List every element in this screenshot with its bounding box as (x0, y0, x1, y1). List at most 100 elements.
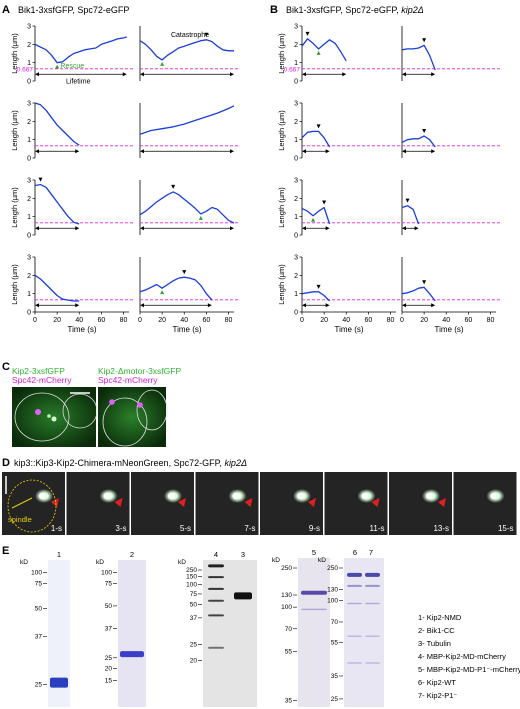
trace-line (301, 291, 331, 302)
frame-time-label: 7-s (244, 524, 255, 533)
red-arrowhead (178, 498, 186, 507)
y-tick-label: 3 (27, 24, 31, 31)
y-tick-label: 2 (294, 119, 298, 126)
marker-label: 35 (285, 697, 293, 704)
y-tick-label: 1 (27, 137, 31, 144)
marker-label: 15 (105, 677, 113, 684)
x-tick-label: 80 (487, 317, 495, 324)
gel-image (48, 560, 70, 707)
arrow-head (431, 303, 436, 308)
rescue-marker (55, 64, 60, 69)
gel-band (365, 635, 380, 637)
y-tick-label: 0 (27, 79, 31, 86)
y-tick-label: 2 (294, 273, 298, 280)
spindle-arrow (11, 497, 33, 509)
x-tick-label: 40 (180, 317, 188, 324)
timelapse-frame-8: 15-s (453, 472, 517, 535)
marker-label: 50 (105, 603, 113, 610)
marker-label: 100 (101, 570, 112, 577)
marker-label: 130 (281, 592, 292, 599)
trace-line (34, 36, 127, 64)
marker-label: 37 (35, 634, 43, 641)
catastrophe-marker (316, 124, 321, 129)
x-tick-label: 40 (342, 317, 350, 324)
catastrophe-marker (38, 177, 43, 182)
panel-c-micrograph-right (98, 387, 168, 447)
red-arrowhead (371, 498, 380, 507)
gel-band (347, 635, 362, 637)
marker-label: 100 (327, 597, 338, 604)
arrow-head (35, 72, 39, 77)
panel-c-left-title: Kip2-3xsfGFP (12, 366, 65, 376)
arrow-head (75, 149, 80, 154)
gel-band (234, 592, 252, 600)
catastrophe-marker (422, 129, 427, 133)
arrow-head (402, 303, 406, 308)
threshold-label: 0.667 (17, 66, 34, 73)
x-tick-label: 20 (158, 317, 166, 324)
lifetime-annotation: Lifetime (66, 78, 91, 85)
gel-band (208, 614, 224, 617)
arrow-head (325, 149, 330, 154)
arrow-head (431, 149, 436, 154)
gel-band (365, 662, 380, 664)
gel-band (365, 584, 380, 587)
panel-c-right-subtitle: Spc42-mCherry (98, 375, 158, 385)
kd-label: kD (318, 557, 326, 564)
y-tick-label: 1 (294, 214, 298, 221)
x-tick-label: 0 (33, 317, 37, 324)
cell-outline (7, 479, 57, 533)
arrow-head (302, 72, 306, 77)
kd-label: kD (178, 559, 186, 566)
y-tick-label: 2 (27, 42, 31, 49)
gel-band (50, 677, 68, 688)
arrow-head (402, 226, 406, 231)
marker-label: 75 (105, 580, 113, 587)
plot-a-1: 0 1 2 3 Length (µm)0.667 Rescue Lifetime (10, 24, 135, 86)
gel-band (208, 599, 224, 602)
catastrophe-marker (182, 270, 187, 275)
arrow-head (140, 149, 144, 154)
arrow-head (35, 226, 39, 231)
y-axis-label: Length (µm) (277, 264, 286, 305)
legend-item-3: 3- Tubulin (418, 639, 451, 648)
x-axis-label: Time (s) (334, 325, 363, 334)
gel-band (347, 602, 362, 605)
lane-label: 5 (312, 548, 316, 557)
legend-item-1: 1- Kip2-NMD (418, 613, 462, 622)
rescue-marker (311, 217, 316, 222)
red-arrowhead (114, 498, 123, 507)
spindle-pole (103, 493, 110, 499)
y-tick-label: 1 (294, 137, 298, 144)
panel-a-title: Bik1-3xsfGFP, Spc72-eGFP (18, 5, 129, 15)
plot-a-5: 0 1 2 3 Length (µm) (10, 178, 135, 240)
legend-item-5: 5- MBP-Kip2-MD-P1⁻-mCherry (418, 665, 520, 674)
x-tick-label: 60 (464, 317, 472, 324)
gel-image (344, 558, 384, 707)
frame-time-label: 13-s (433, 524, 449, 533)
x-tick-label: 80 (387, 317, 395, 324)
marker-label: 100 (31, 570, 42, 577)
arrow-head (325, 226, 330, 231)
rescue-annotation: Rescue (60, 63, 84, 70)
catastrophe-marker (316, 284, 321, 289)
marker-label: 250 (327, 565, 338, 572)
timelapse-frame-6: 11-s (324, 472, 388, 535)
x-tick-label: 20 (420, 317, 428, 324)
arrow-head (75, 303, 80, 308)
panel-d-title-prefix: kip3::Kip3-Kip2-Chimera-mNeonGreen, Spc7… (14, 458, 224, 468)
plot-a-4 (139, 103, 240, 158)
plot-b-5: 0 1 2 3 Length (µm) (277, 178, 402, 240)
marker-label: 25 (190, 641, 198, 648)
plot-b-3: 0 1 2 3 Length (µm) (277, 101, 402, 163)
plot-a-6 (139, 180, 240, 235)
arrow-head (122, 72, 127, 77)
gel-band (301, 608, 327, 611)
marker-label: 250 (186, 567, 197, 574)
gel-band (347, 662, 362, 664)
spindle-pole (39, 493, 45, 499)
y-axis-label: Length (µm) (10, 33, 19, 74)
